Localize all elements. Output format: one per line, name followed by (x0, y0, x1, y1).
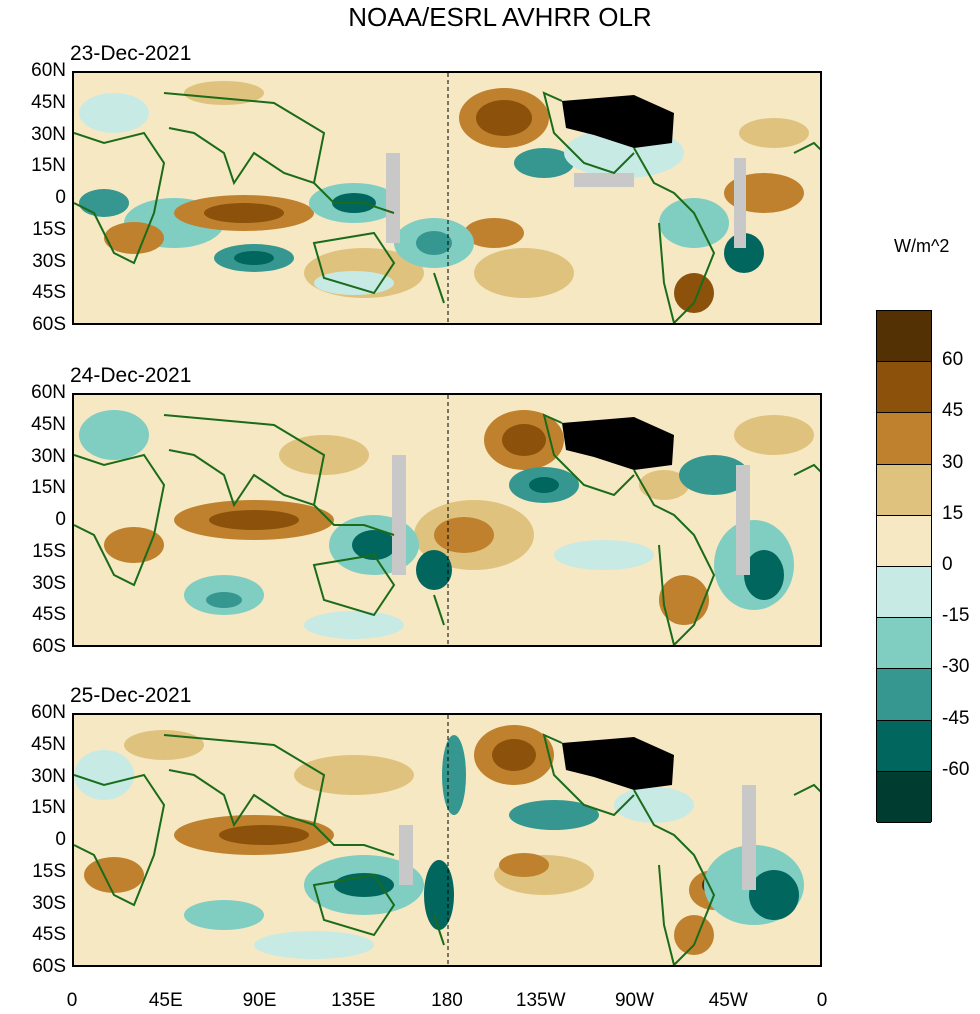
lat-label: 15N (31, 155, 66, 177)
negative-anomaly-blobs (79, 410, 794, 639)
lat-label: 30S (32, 892, 66, 914)
lat-label: 60N (31, 702, 66, 723)
map-panel-1 (72, 71, 822, 325)
colorbar-label: 15 (942, 502, 964, 524)
lat-label: 15S (32, 218, 66, 240)
lat-label: 0 (55, 829, 66, 850)
colorbar-label: 0 (942, 554, 953, 575)
colorbar-segment (877, 362, 931, 414)
lat-label: 60N (31, 382, 66, 403)
lat-label: 45S (32, 282, 66, 304)
colorbar-segment (877, 515, 931, 567)
lat-label: 45N (31, 733, 66, 755)
lat-label: 60S (32, 956, 66, 977)
lon-label: 90W (614, 990, 655, 1011)
coastlines (74, 733, 820, 965)
map-panel-2 (72, 393, 822, 647)
missing-data-strip (734, 158, 746, 248)
lat-label: 60S (32, 314, 66, 335)
missing-data-strip (742, 785, 756, 890)
lat-label: 30S (32, 250, 66, 272)
colorbar-units: W/m^2 (894, 236, 950, 256)
colorbar-label: -45 (942, 707, 970, 729)
colorbar-segment (877, 720, 931, 772)
panel-date-2: 24-Dec-2021 (70, 364, 192, 387)
map-panel-3 (72, 713, 822, 967)
colorbar-segment (877, 669, 931, 721)
missing-data-strip (386, 153, 400, 243)
colorbar-label: -60 (942, 758, 970, 780)
lat-label: 45N (31, 413, 66, 435)
lat-label: 60S (32, 636, 66, 657)
olr-anomaly-field-2 (74, 395, 820, 645)
lat-label: 45S (32, 604, 66, 626)
missing-data-strip (399, 825, 413, 885)
colorbar-label: 30 (942, 451, 964, 473)
colorbar-label: 60 (942, 349, 964, 371)
colorbar-label: 45 (942, 400, 964, 422)
coastlines (74, 413, 820, 645)
lon-label: 45W (708, 990, 748, 1011)
lat-label: 30N (31, 445, 66, 467)
usa-outline-fill (562, 95, 674, 148)
colorbar-segment (877, 464, 931, 516)
lon-label: 180 (431, 990, 463, 1011)
lon-label: 135E (331, 990, 376, 1011)
lat-label: 60N (31, 60, 66, 81)
lon-label: 45E (148, 990, 183, 1011)
coastlines (74, 91, 820, 323)
lon-label: 135W (515, 990, 566, 1011)
lat-label: 30N (31, 765, 66, 787)
colorbar-segment (877, 618, 931, 670)
panel-date-1: 23-Dec-2021 (70, 42, 192, 65)
missing-data-strip (574, 173, 634, 187)
lon-label: 0 (816, 990, 828, 1011)
figure-title: NOAA/ESRL AVHRR OLR (348, 2, 652, 32)
missing-data-strip (392, 455, 406, 575)
colorbar (876, 310, 932, 823)
colorbar-segment (877, 771, 931, 823)
panel-date-3: 25-Dec-2021 (70, 684, 192, 707)
colorbar-segment (877, 413, 931, 465)
missing-data-strip (736, 465, 750, 575)
usa-outline-fill (562, 737, 674, 790)
lat-label: 45S (32, 924, 66, 946)
lat-label: 30N (31, 123, 66, 145)
olr-anomaly-field-1 (74, 73, 820, 323)
colorbar-label: -15 (942, 605, 970, 627)
lat-label: 0 (55, 187, 66, 208)
colorbar-label: -30 (942, 656, 970, 678)
lat-label: 45N (31, 91, 66, 113)
lat-label: 0 (55, 509, 66, 530)
lat-label: 15S (32, 540, 66, 562)
lon-label: 90E (242, 990, 277, 1011)
colorbar-segment (877, 567, 931, 619)
olr-anomaly-field-3 (74, 715, 820, 965)
lat-label: 30S (32, 572, 66, 594)
lon-label: 0 (66, 990, 78, 1011)
usa-outline-fill (562, 417, 674, 470)
lat-label: 15N (31, 477, 66, 499)
colorbar-segment (877, 311, 931, 363)
lat-label: 15N (31, 797, 66, 819)
lat-label: 15S (32, 860, 66, 882)
